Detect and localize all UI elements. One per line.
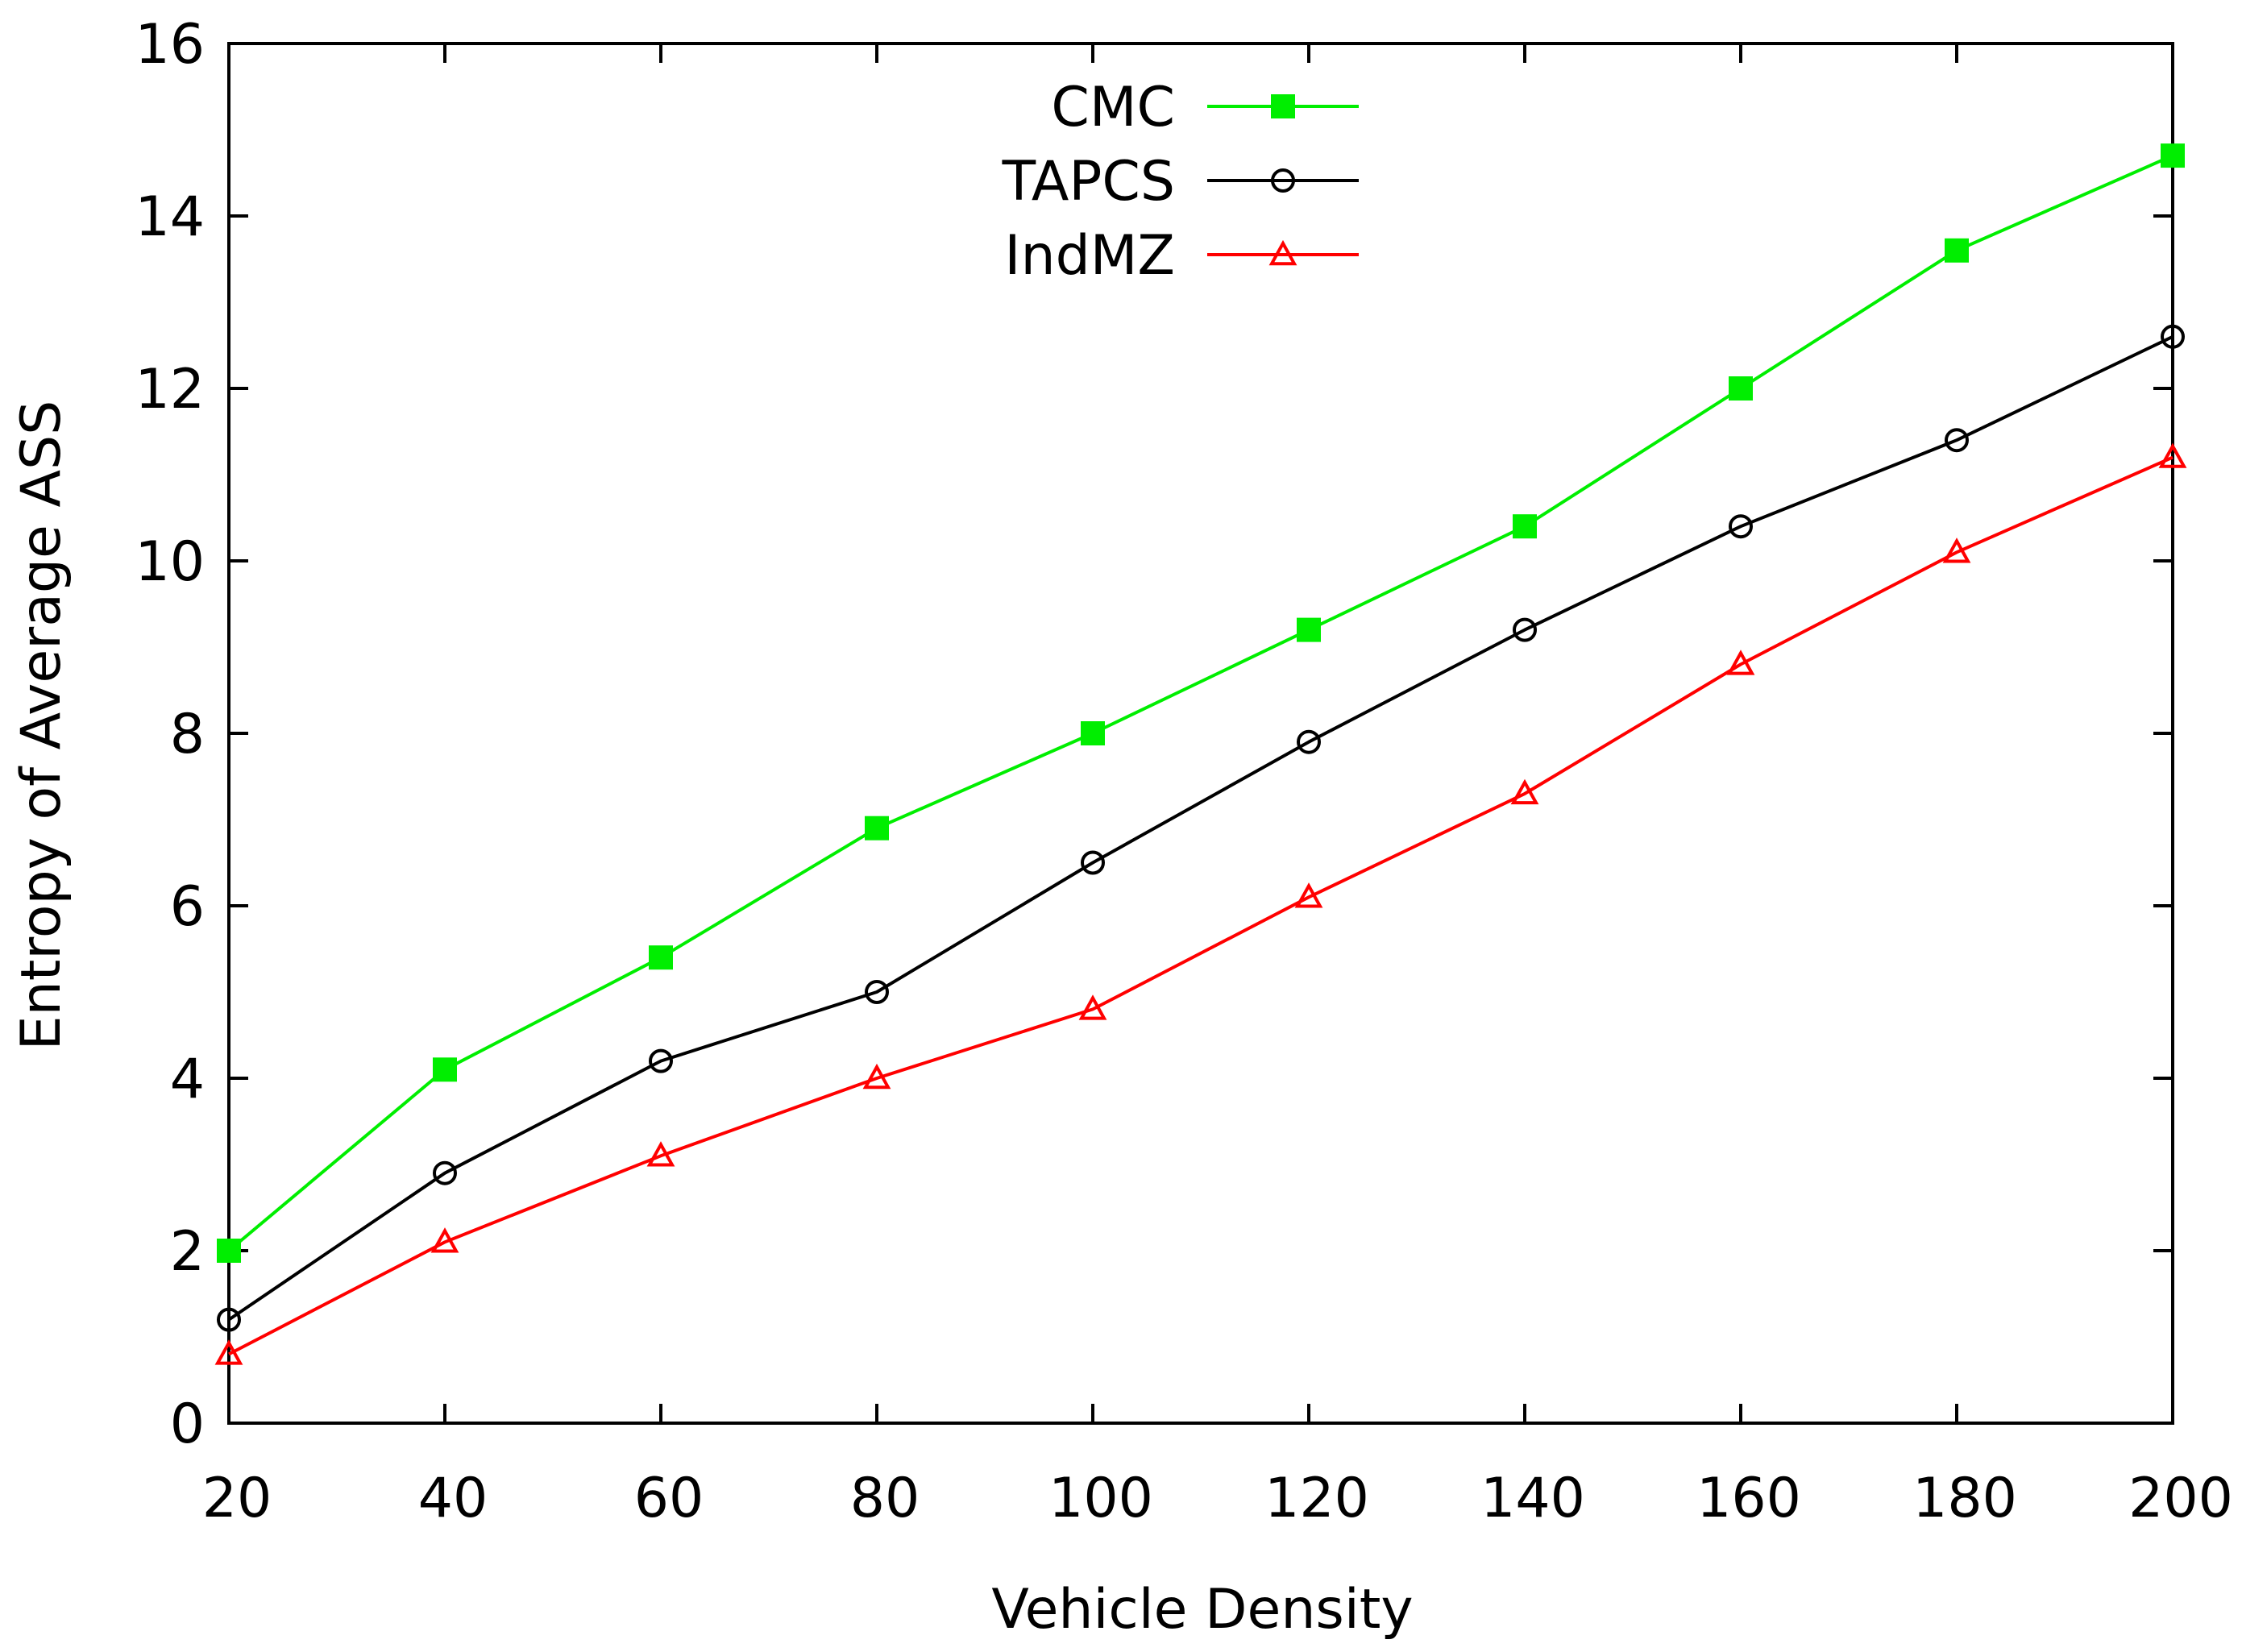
data-point-indmz — [430, 1227, 459, 1253]
x-axis-title: Vehicle Density — [991, 1578, 1413, 1642]
y-tick-label: 8 — [170, 703, 205, 766]
x-tick-label: 120 — [1264, 1467, 1369, 1530]
data-point-cmc — [1513, 514, 1537, 539]
data-point-indmz — [214, 1339, 243, 1365]
legend-label-indmz: IndMZ — [1004, 224, 1175, 288]
x-tick-label: 180 — [1912, 1467, 2017, 1530]
x-tick-label: 140 — [1480, 1467, 1585, 1530]
y-tick-label: 2 — [170, 1220, 205, 1284]
series-cmc — [217, 143, 2185, 1263]
legend-marker-indmz — [1268, 239, 1297, 266]
data-point-tapcs — [1513, 617, 1537, 642]
x-tick-label: 200 — [2128, 1467, 2233, 1530]
series-line-tapcs — [227, 334, 2173, 1322]
data-point-cmc — [2161, 143, 2185, 168]
data-point-tapcs — [1297, 729, 1321, 754]
series-layer — [214, 143, 2187, 1365]
data-point-indmz — [1726, 650, 1755, 675]
data-point-cmc — [1297, 617, 1321, 642]
y-tick-label: 12 — [135, 358, 205, 421]
legend-label-cmc: CMC — [1051, 76, 1175, 139]
series-tapcs — [217, 324, 2185, 1332]
data-point-cmc — [217, 1239, 241, 1263]
axis-ticks: 0 2 4 6 8 10 12 14 16 20 40 60 80 100 120 140 160 180 200 — [135, 13, 2232, 1530]
legend-marker-cmc — [1271, 94, 1295, 118]
data-point-cmc — [865, 816, 889, 841]
data-point-cmc — [1945, 238, 1969, 263]
y-tick-label: 10 — [135, 530, 205, 594]
legend-marker-tapcs — [1271, 168, 1295, 193]
data-point-tapcs — [1729, 514, 1753, 539]
x-tick-label: 100 — [1048, 1467, 1153, 1530]
data-point-tapcs — [217, 1307, 241, 1332]
legend-label-tapcs: TAPCS — [1002, 150, 1175, 214]
data-point-tapcs — [433, 1160, 457, 1185]
x-tick-label: 40 — [418, 1467, 488, 1530]
data-point-cmc — [1729, 376, 1753, 401]
data-point-tapcs — [1081, 850, 1105, 875]
data-point-tapcs — [865, 980, 889, 1004]
legend: CMC TAPCS IndMZ — [1002, 76, 1359, 288]
data-point-indmz — [2158, 442, 2187, 468]
x-tick-label: 20 — [202, 1467, 272, 1530]
y-axis-title: Entropy of Average ASS — [10, 401, 73, 1051]
y-tick-label: 14 — [135, 185, 205, 249]
series-indmz — [214, 442, 2187, 1365]
data-point-indmz — [1078, 994, 1107, 1020]
y-tick-label: 0 — [170, 1393, 205, 1456]
y-tick-label: 16 — [135, 13, 205, 77]
y-tick-label: 6 — [170, 875, 205, 939]
data-point-tapcs — [2161, 324, 2185, 349]
data-point-indmz — [646, 1141, 675, 1167]
data-point-indmz — [1294, 882, 1323, 908]
x-tick-label: 60 — [634, 1467, 704, 1530]
data-point-cmc — [1081, 721, 1105, 745]
y-tick-label: 4 — [170, 1048, 205, 1111]
plot-frame — [227, 42, 2174, 1425]
data-point-indmz — [1942, 538, 1971, 563]
x-tick-label: 80 — [850, 1467, 920, 1530]
series-line-cmc — [227, 154, 2173, 1252]
data-point-indmz — [1510, 778, 1539, 805]
data-point-cmc — [433, 1057, 457, 1082]
data-point-tapcs — [649, 1048, 673, 1073]
data-point-tapcs — [1945, 428, 1969, 453]
series-line-indmz — [228, 455, 2173, 1356]
data-point-indmz — [862, 1063, 891, 1090]
data-point-cmc — [649, 945, 673, 970]
x-tick-label: 160 — [1696, 1467, 1801, 1530]
